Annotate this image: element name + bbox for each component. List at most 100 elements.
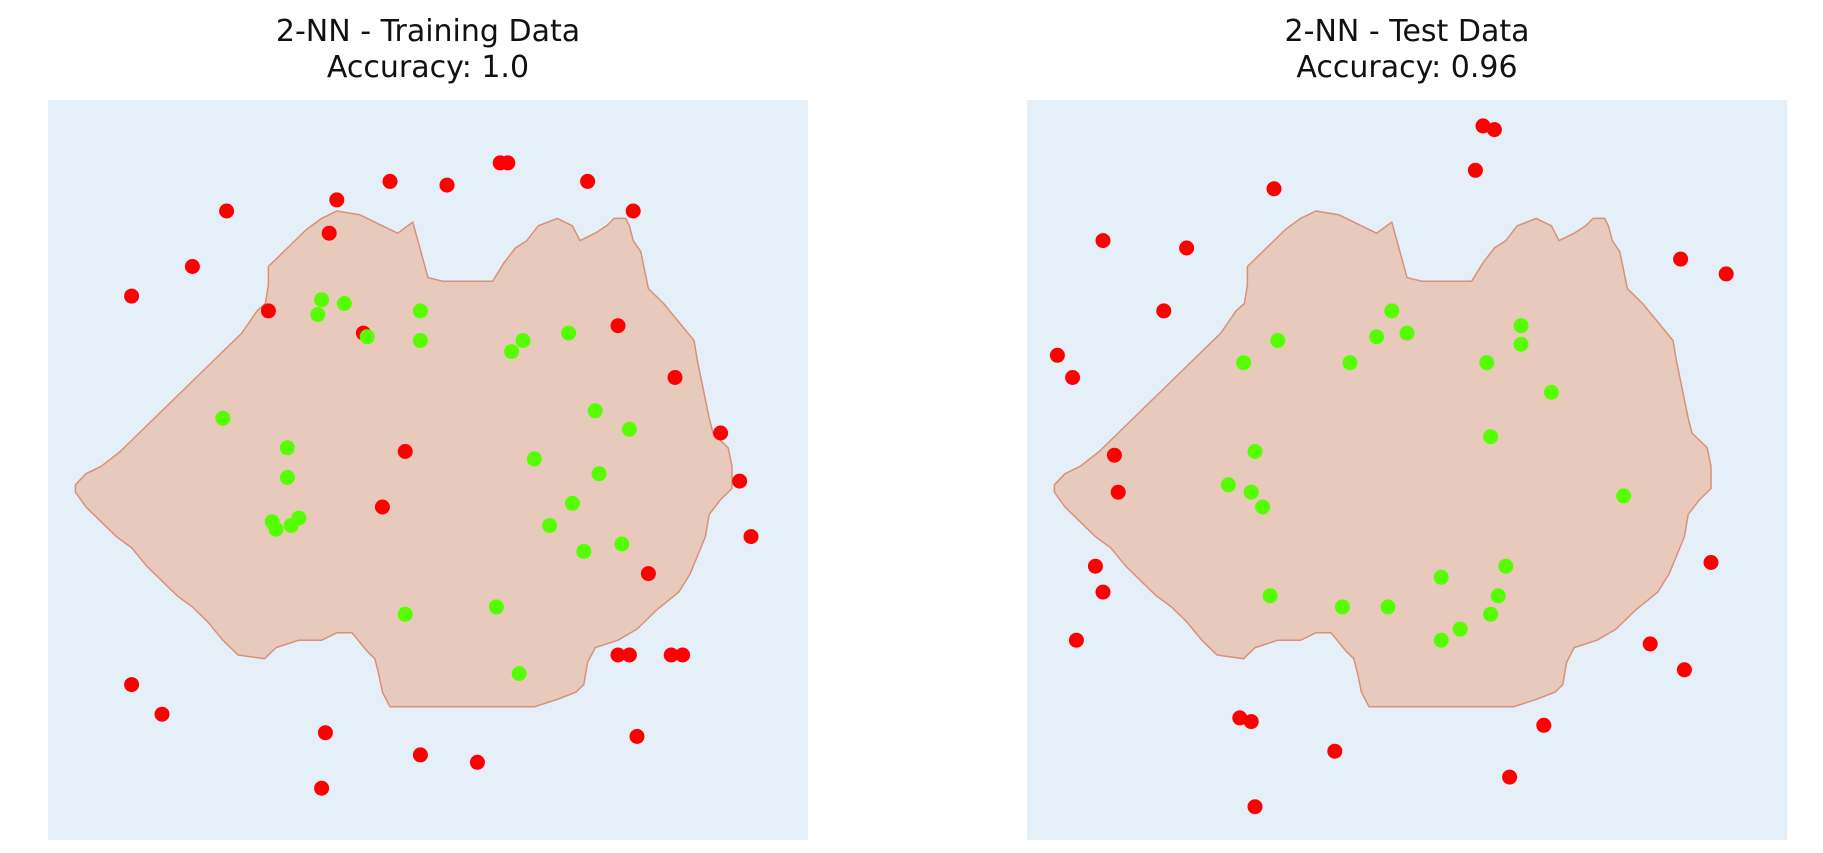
data-point <box>561 325 577 341</box>
data-point <box>591 466 607 482</box>
data-point <box>1483 429 1499 445</box>
data-point <box>1399 325 1415 341</box>
data-point <box>1243 714 1259 730</box>
data-point <box>268 521 284 537</box>
data-point <box>621 421 637 437</box>
data-point <box>1232 710 1248 726</box>
data-point <box>663 647 679 663</box>
data-point <box>184 259 200 274</box>
data-point <box>260 303 276 319</box>
data-point <box>374 499 390 515</box>
chart-subtitle: Accuracy: 0.96 <box>1296 50 1518 85</box>
data-point <box>1490 588 1506 604</box>
data-point <box>1502 769 1518 785</box>
data-point <box>1255 499 1271 515</box>
data-point <box>124 677 140 693</box>
data-point <box>154 706 170 722</box>
data-point <box>310 307 326 323</box>
data-point <box>1106 447 1122 463</box>
data-point <box>1384 303 1400 319</box>
data-point <box>1673 251 1689 267</box>
data-point <box>314 292 330 308</box>
data-point <box>1110 484 1126 500</box>
data-point <box>1262 588 1278 604</box>
data-point <box>640 566 656 582</box>
data-point <box>314 780 330 796</box>
data-point <box>1243 484 1259 500</box>
data-point <box>511 666 527 681</box>
data-point <box>1467 162 1483 178</box>
data-point <box>1513 336 1529 352</box>
data-point <box>124 288 140 304</box>
data-point <box>279 469 295 485</box>
data-point <box>1703 555 1719 570</box>
data-point <box>542 518 558 533</box>
data-point <box>336 296 352 311</box>
chart-title: 2-NN - Training Data <box>275 14 581 49</box>
data-point <box>469 754 485 770</box>
data-point <box>1247 799 1263 815</box>
data-point <box>1483 606 1499 622</box>
data-point <box>515 333 531 348</box>
data-point <box>397 444 413 459</box>
data-point <box>1543 384 1559 400</box>
data-point <box>291 510 307 526</box>
data-point <box>397 606 413 622</box>
chart-training: 2-NN - Training Data Accuracy: 1.0 <box>48 0 808 853</box>
data-point <box>317 725 333 741</box>
data-point <box>564 495 580 511</box>
data-point <box>1236 355 1252 371</box>
data-point <box>625 203 641 219</box>
data-point <box>1270 333 1286 348</box>
data-point <box>1676 662 1692 678</box>
data-point <box>1065 370 1081 385</box>
data-point <box>279 440 295 456</box>
data-point <box>1498 558 1514 574</box>
data-point <box>504 344 520 360</box>
data-point <box>219 203 235 219</box>
data-point <box>1369 329 1385 345</box>
data-point <box>321 225 337 241</box>
data-point <box>382 173 398 189</box>
data-point <box>667 370 683 385</box>
data-point <box>1475 118 1491 134</box>
data-point <box>675 647 691 663</box>
data-point <box>1513 318 1529 334</box>
data-point <box>1095 233 1111 249</box>
data-point <box>1433 569 1449 585</box>
data-point <box>526 451 542 467</box>
data-point <box>412 747 428 763</box>
data-point <box>587 403 603 419</box>
plot-area <box>48 100 808 840</box>
data-point <box>614 536 630 552</box>
data-point <box>1247 444 1263 459</box>
data-point <box>215 410 231 426</box>
data-point <box>576 543 592 559</box>
data-point <box>1342 355 1358 371</box>
data-point <box>1220 477 1236 493</box>
data-point <box>610 318 626 334</box>
data-point <box>1616 488 1632 504</box>
chart-title: 2-NN - Test Data <box>1284 14 1530 49</box>
data-point <box>1327 743 1343 759</box>
data-point <box>329 192 345 208</box>
data-point <box>580 173 596 189</box>
data-point <box>439 177 455 193</box>
data-point <box>1452 621 1468 637</box>
data-point <box>412 303 428 319</box>
data-point <box>610 647 626 663</box>
data-point <box>1479 355 1495 371</box>
data-point <box>732 473 748 489</box>
data-point <box>1068 632 1084 648</box>
data-point <box>1433 632 1449 648</box>
data-point <box>1095 584 1111 600</box>
data-point <box>743 529 759 545</box>
decision-region <box>1053 210 1712 708</box>
data-point <box>713 425 729 441</box>
data-point <box>500 155 516 171</box>
data-point <box>1718 266 1734 282</box>
data-point <box>1087 558 1103 574</box>
data-point <box>1266 181 1282 197</box>
data-point <box>629 728 645 744</box>
chart-test: 2-NN - Test Data Accuracy: 0.96 <box>1027 0 1787 853</box>
